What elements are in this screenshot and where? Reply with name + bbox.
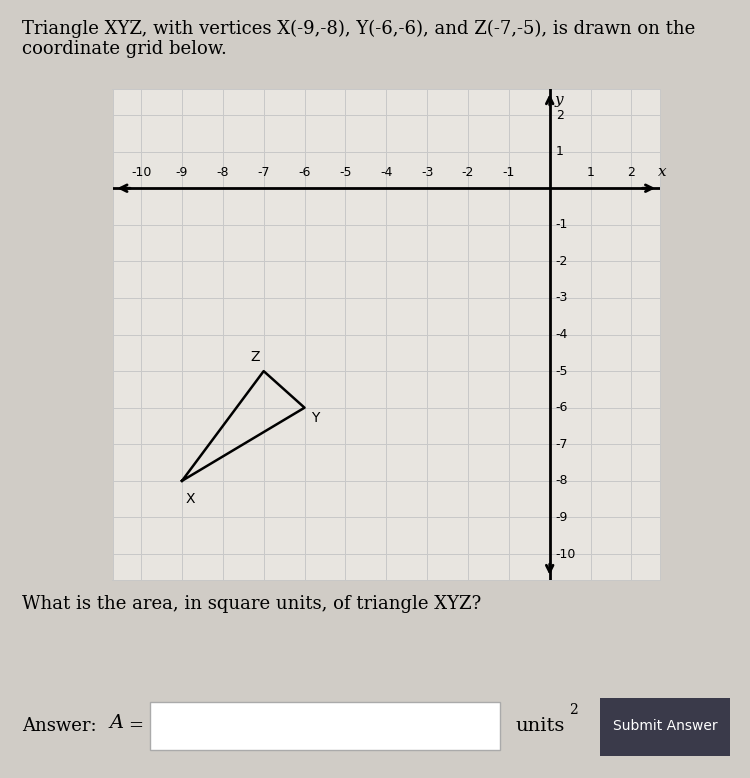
- Text: y: y: [554, 93, 563, 107]
- Text: -7: -7: [257, 166, 270, 179]
- Text: x: x: [658, 165, 667, 179]
- Text: 2: 2: [569, 703, 578, 717]
- Text: -1: -1: [556, 219, 568, 231]
- Text: -9: -9: [556, 511, 568, 524]
- Text: -10: -10: [131, 166, 152, 179]
- Text: -3: -3: [556, 292, 568, 304]
- Text: -6: -6: [556, 401, 568, 414]
- Text: -5: -5: [339, 166, 352, 179]
- Text: 2: 2: [628, 166, 635, 179]
- Text: Triangle XYZ, with vertices X(-9,-8), Y(-6,-6), and Z(-7,-5), is drawn on the
co: Triangle XYZ, with vertices X(-9,-8), Y(…: [22, 19, 696, 58]
- Text: =: =: [128, 717, 143, 735]
- Text: -10: -10: [556, 548, 576, 560]
- Text: -4: -4: [556, 328, 568, 341]
- Text: 2: 2: [556, 109, 564, 121]
- Text: What is the area, in square units, of triangle XYZ?: What is the area, in square units, of tr…: [22, 595, 482, 613]
- Text: units: units: [515, 717, 564, 735]
- Text: -3: -3: [421, 166, 434, 179]
- Text: 1: 1: [556, 145, 564, 158]
- Text: -9: -9: [176, 166, 188, 179]
- Text: -7: -7: [556, 438, 568, 450]
- Text: -8: -8: [217, 166, 229, 179]
- Text: 1: 1: [586, 166, 595, 179]
- Text: -5: -5: [556, 365, 568, 377]
- Text: X: X: [186, 492, 196, 506]
- Text: -2: -2: [556, 255, 568, 268]
- Text: $A$: $A$: [108, 713, 124, 731]
- Text: -1: -1: [503, 166, 515, 179]
- FancyBboxPatch shape: [150, 702, 500, 750]
- Text: Z: Z: [250, 350, 259, 364]
- Text: -8: -8: [556, 475, 568, 487]
- Text: Answer:: Answer:: [22, 717, 97, 735]
- Text: Y: Y: [310, 412, 319, 426]
- Text: Submit Answer: Submit Answer: [613, 719, 717, 733]
- FancyBboxPatch shape: [600, 698, 730, 756]
- Text: -4: -4: [380, 166, 392, 179]
- Text: -6: -6: [298, 166, 310, 179]
- Text: -2: -2: [462, 166, 474, 179]
